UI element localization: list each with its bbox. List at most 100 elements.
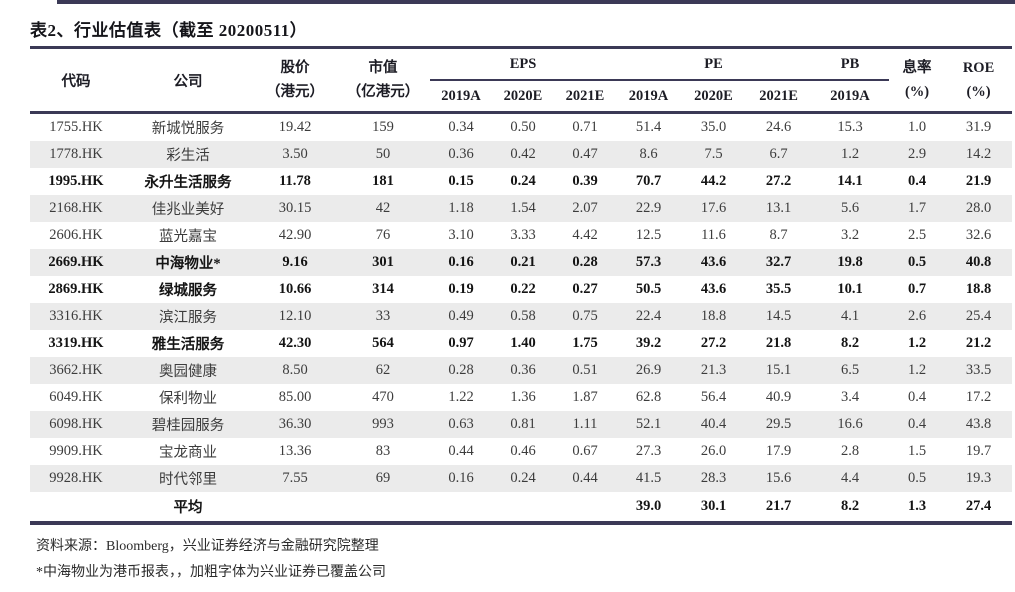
cell-pe-2020e: 27.2 [700,335,727,351]
cell-pe-2019a: 52.1 [635,416,662,432]
cell-code: 2669.HK [48,254,104,270]
col-header-yield: 息率 (%) [889,49,945,113]
col-header-mcap-unit: （亿港元） [346,83,420,100]
cell-pe-2021e: 15.1 [765,362,792,378]
cell-pb-2019a: 15.3 [837,119,863,135]
cell-pe-2020e: 7.5 [704,146,723,162]
cell-eps-2020e: 0.46 [510,443,536,459]
average-cell-pb-2019a: 8.2 [840,498,860,514]
header-row-years: 2019A 2020E 2021E 2019A 2020E 2021E 2019A [30,80,1012,113]
cell-pb-2019a: 4.4 [840,470,860,486]
col-header-roe-label: ROE [962,59,995,76]
col-subheader-pe-2019a: 2019A [628,87,669,104]
cell-yield: 1.0 [907,119,927,135]
table-row: 9928.HK 时代邻里 7.55 69 0.16 0.24 0.44 41.5 28.3 15.… [30,465,1013,492]
cell-roe: 32.6 [965,227,992,243]
cell-yield: 0.5 [907,470,927,486]
cell-pe-2020e: 43.6 [700,254,727,270]
table-row: 3319.HK 雅生活服务 42.30 564 0.97 1.40 1.75 39.2 27.2… [30,330,1012,357]
cell-pb-2019a: 5.6 [840,200,860,216]
cell-pb-2019a: 1.2 [840,146,860,162]
cell-roe: 14.2 [965,146,992,162]
table-row: 1778.HK 彩生活 3.50 50 0.36 0.42 0.47 8.6 7.5 6.7 1.2… [30,141,1013,168]
cell-price: 13.36 [278,443,312,459]
col-header-price: 股价 （港元） [254,49,336,113]
cell-pe-2020e: 21.3 [700,362,727,378]
col-header-mcap-label: 市值 [368,59,398,76]
cell-eps-2021e: 0.27 [572,281,598,297]
col-header-price-unit: （港元） [266,83,324,100]
cell-roe: 19.7 [965,443,992,459]
cell-yield: 0.4 [907,173,927,189]
cell-price: 9.16 [282,254,308,270]
cell-eps-2019a: 0.63 [448,416,474,432]
table-row: 3662.HK 奥园健康 8.50 62 0.28 0.36 0.51 26.9 21.3 15.… [30,357,1013,384]
average-cell-eps-2019a [430,492,492,523]
cell-price: 11.78 [279,173,311,189]
average-cell-eps-2020e [492,492,554,523]
cell-code: 9928.HK [49,470,103,486]
col-header-code: 代码 [61,73,91,90]
table-row: 2168.HK 佳兆业美好 30.15 42 1.18 1.54 2.07 22.9 17.6 1… [30,195,1013,222]
cell-company: 永升生活服务 [144,175,232,191]
cell-price: 42.30 [278,335,312,351]
cell-eps-2020e: 0.21 [510,254,536,270]
cell-company: 雅生活服务 [151,337,225,353]
cell-eps-2021e: 0.39 [572,173,598,189]
cell-company: 蓝光嘉宝 [159,229,217,245]
cell-code: 1995.HK [48,173,104,189]
cell-price: 10.66 [278,281,312,297]
cell-yield: 0.4 [907,389,927,405]
cell-company: 中海物业* [155,256,221,272]
cell-eps-2019a: 0.44 [448,443,474,459]
valuation-table: 代码 公司 股价 （港元） 市值 （亿港元） EPS [30,49,1013,525]
table-row: 6098.HK 碧桂园服务 36.30 993 0.63 0.81 1.11 52.1 40.4… [30,411,1013,438]
cell-eps-2019a: 1.18 [448,200,474,216]
col-header-yield-unit: (%) [904,83,930,100]
cell-code: 3662.HK [49,362,103,378]
cell-pb-2019a: 16.6 [837,416,863,432]
table-row: 2606.HK 蓝光嘉宝 42.90 76 3.10 3.33 4.42 12.5 11.6 8.… [30,222,1012,249]
cell-eps-2020e: 0.42 [510,146,536,162]
cell-pe-2019a: 26.9 [635,362,662,378]
cell-eps-2021e: 0.47 [572,146,598,162]
cell-pe-2021e: 21.8 [765,335,792,351]
cell-company: 绿城服务 [159,283,217,299]
col-subheader-pe-2021e: 2021E [759,87,798,104]
average-label: 平均 [173,500,203,516]
cell-pe-2019a: 70.7 [635,173,662,189]
cell-pe-2020e: 28.3 [700,470,727,486]
cell-yield: 2.9 [907,146,927,162]
cell-code: 2869.HK [48,281,104,297]
cell-mcap: 50 [375,146,391,162]
cell-company: 彩生活 [166,148,210,164]
col-subheader-pb-2019a: 2019A [830,87,870,104]
table-row: 1995.HK 永升生活服务 11.78 181 0.15 0.24 0.39 70.7 44.… [30,168,1012,195]
col-group-eps: EPS [430,49,617,81]
cell-company: 宝龙商业 [159,445,217,461]
cell-mcap: 301 [372,254,394,270]
cell-eps-2021e: 0.28 [572,254,598,270]
table-row: 2669.HK 中海物业* 9.16 301 0.16 0.21 0.28 57.3 43.6 3… [30,249,1013,276]
cell-pe-2019a: 51.4 [635,119,662,135]
cell-mcap: 42 [375,200,391,216]
cell-mcap: 76 [375,227,391,243]
cell-mcap: 83 [375,443,391,459]
cell-yield: 1.7 [907,200,927,216]
average-cell-mcap [336,492,430,523]
cell-pb-2019a: 3.2 [840,227,860,243]
top-divider [57,0,1015,4]
col-subheader-pe-2020e: 2020E [694,87,733,104]
cell-code: 1755.HK [49,119,103,135]
cell-pe-2019a: 57.3 [635,254,662,270]
cell-pe-2021e: 13.1 [765,200,792,216]
cell-eps-2021e: 2.07 [572,200,598,216]
cell-company: 新城悦服务 [151,121,225,137]
cell-pb-2019a: 4.1 [840,308,860,324]
col-header-mcap: 市值 （亿港元） [336,49,430,113]
average-cell-yield: 1.3 [907,498,927,514]
cell-code: 3319.HK [48,335,104,351]
cell-pb-2019a: 10.1 [837,281,863,297]
cell-roe: 17.2 [965,389,992,405]
cell-code: 3316.HK [49,308,103,324]
